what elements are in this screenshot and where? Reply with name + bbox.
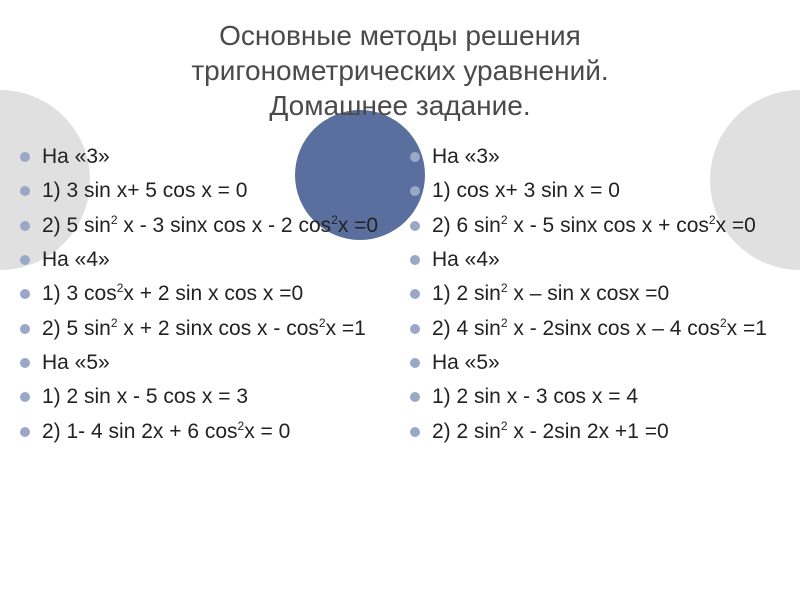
list-item: 1) 3 cos2x + 2 sin x cos x =0 [20, 280, 390, 308]
bullet-icon [20, 358, 30, 368]
list-item-text: На «4» [432, 246, 500, 274]
title-line-1: Основные методы решения [0, 18, 800, 53]
list-item: 2) 5 sin2 x - 3 sinx cos x - 2 cos2x =0 [20, 212, 390, 240]
left-column: На «3» 1) 3 sin x+ 5 cos x = 0 2) 5 sin2 x… [20, 143, 390, 452]
list-item: На «5» [410, 349, 780, 377]
bullet-icon [410, 255, 420, 265]
list-item-text: 1) 3 cos2x + 2 sin x cos x =0 [42, 280, 303, 308]
list-item: На «4» [20, 246, 390, 274]
list-item-text: 1) 3 sin x+ 5 cos x = 0 [42, 177, 247, 205]
list-item: 2) 1- 4 sin 2x + 6 cos2x = 0 [20, 418, 390, 446]
list-item-text: На «5» [42, 349, 110, 377]
list-item-text: 2) 6 sin2 x - 5 sinx cos x + cos2x =0 [432, 212, 756, 240]
list-item-text: На «4» [42, 246, 110, 274]
bullet-icon [20, 221, 30, 231]
list-item: На «4» [410, 246, 780, 274]
list-item-text: На «5» [432, 349, 500, 377]
content-area: На «3» 1) 3 sin x+ 5 cos x = 0 2) 5 sin2 x… [0, 133, 800, 452]
list-item-text: 1) cos x+ 3 sin x = 0 [432, 177, 620, 205]
list-item: На «3» [20, 143, 390, 171]
list-item-text: 2) 4 sin2 x - 2sinx cos x – 4 cos2x =1 [432, 315, 767, 343]
bullet-icon [410, 289, 420, 299]
bullet-icon [20, 427, 30, 437]
bullet-icon [410, 427, 420, 437]
bullet-icon [20, 255, 30, 265]
bullet-icon [410, 392, 420, 402]
bullet-icon [20, 392, 30, 402]
bullet-icon [410, 358, 420, 368]
title-line-3: Домашнее задание. [0, 88, 800, 123]
list-item: На «5» [20, 349, 390, 377]
list-item: 1) 2 sin x - 3 cos x = 4 [410, 383, 780, 411]
title-line-2: тригонометрических уравнений. [0, 53, 800, 88]
list-item-text: На «3» [432, 143, 500, 171]
list-item: 2) 4 sin2 x - 2sinx cos x – 4 cos2x =1 [410, 315, 780, 343]
bullet-icon [410, 186, 420, 196]
bullet-icon [20, 186, 30, 196]
bullet-icon [410, 324, 420, 334]
list-item-text: 2) 5 sin2 x + 2 sinx cos x - cos2x =1 [42, 315, 366, 343]
bullet-icon [410, 152, 420, 162]
bullet-icon [20, 152, 30, 162]
right-column: На «3» 1) cos x+ 3 sin x = 0 2) 6 sin2 x -… [410, 143, 780, 452]
list-item-text: 2) 5 sin2 x - 3 sinx cos x - 2 cos2x =0 [42, 212, 378, 240]
bullet-icon [410, 221, 420, 231]
list-item: 1) cos x+ 3 sin x = 0 [410, 177, 780, 205]
list-item: 1) 3 sin x+ 5 cos x = 0 [20, 177, 390, 205]
list-item: 1) 2 sin x - 5 cos x = 3 [20, 383, 390, 411]
list-item: 2) 6 sin2 x - 5 sinx cos x + cos2x =0 [410, 212, 780, 240]
bullet-icon [20, 289, 30, 299]
bullet-icon [20, 324, 30, 334]
list-item: 2) 5 sin2 x + 2 sinx cos x - cos2x =1 [20, 315, 390, 343]
list-item-text: На «3» [42, 143, 110, 171]
list-item: На «3» [410, 143, 780, 171]
list-item-text: 1) 2 sin2 x – sin x cosх =0 [432, 280, 669, 308]
list-item-text: 2) 1- 4 sin 2x + 6 cos2x = 0 [42, 418, 290, 446]
list-item-text: 1) 2 sin x - 5 cos x = 3 [42, 383, 248, 411]
list-item: 1) 2 sin2 x – sin x cosх =0 [410, 280, 780, 308]
list-item-text: 2) 2 sin2 x - 2sin 2x +1 =0 [432, 418, 669, 446]
list-item: 2) 2 sin2 x - 2sin 2x +1 =0 [410, 418, 780, 446]
slide-title: Основные методы решения тригонометрическ… [0, 0, 800, 133]
list-item-text: 1) 2 sin x - 3 cos x = 4 [432, 383, 638, 411]
